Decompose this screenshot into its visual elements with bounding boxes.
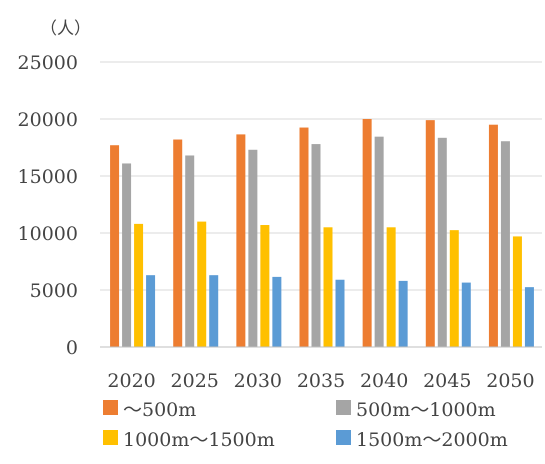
bar-2030-series-1 (248, 149, 258, 347)
bar-2030-series-0 (236, 134, 246, 347)
bar-2030-series-2 (260, 225, 270, 347)
y-tick-label: 25000 (18, 52, 78, 74)
bar-2040-series-0 (362, 119, 372, 347)
x-tick-label: 2040 (360, 370, 408, 392)
bar-2050-series-3 (524, 287, 534, 347)
bar-2025-series-2 (197, 221, 207, 347)
bar-2035-series-3 (335, 279, 345, 347)
bar-2020-series-2 (134, 223, 144, 347)
y-tick-label: 15000 (18, 166, 78, 188)
x-tick-label: 2020 (107, 370, 155, 392)
bar-2045-series-1 (437, 137, 447, 347)
bar-2040-series-3 (398, 280, 408, 347)
x-tick-label: 2030 (234, 370, 282, 392)
bar-2045-series-0 (425, 120, 435, 347)
legend-label-2: 1000m～1500m (123, 429, 275, 451)
bars (110, 119, 534, 347)
bar-2050-series-2 (512, 236, 522, 347)
y-tick-label: 20000 (18, 109, 78, 131)
x-tick-label: 2025 (171, 370, 219, 392)
y-tick-label: 5000 (30, 280, 78, 302)
bar-2035-series-1 (311, 144, 321, 347)
bar-2045-series-3 (461, 282, 471, 347)
x-tick-label: 2035 (297, 370, 345, 392)
bar-2040-series-1 (374, 136, 384, 347)
y-unit-label: （人） (40, 19, 91, 39)
bar-2030-series-3 (272, 276, 282, 347)
bar-2020-series-0 (110, 145, 120, 347)
bar-2035-series-0 (299, 127, 309, 347)
bar-2025-series-1 (185, 155, 195, 347)
legend-label-1: 500m～1000m (356, 399, 496, 421)
bar-2035-series-2 (323, 227, 333, 347)
legend-swatch-1 (336, 400, 351, 415)
bar-2020-series-3 (146, 275, 156, 347)
bar-2050-series-1 (500, 141, 510, 347)
bar-2050-series-0 (488, 124, 498, 347)
legend: ～500m 500m～1000m 1000m～1500m 1500m～2000m (103, 399, 508, 451)
bar-2040-series-2 (386, 227, 396, 347)
gridlines (100, 61, 542, 348)
y-tick-label: 10000 (18, 223, 78, 245)
bar-2025-series-3 (209, 275, 219, 347)
bar-2045-series-2 (449, 230, 459, 347)
legend-label-3: 1500m～2000m (356, 429, 508, 451)
x-tick-label: 2045 (423, 370, 471, 392)
legend-label-0: ～500m (123, 399, 196, 421)
legend-swatch-0 (103, 400, 118, 415)
legend-swatch-2 (103, 430, 118, 445)
axes: 0 5000 10000 15000 20000 25000 2020 2025 2030 203… (18, 52, 542, 392)
bar-2025-series-0 (173, 139, 183, 347)
bar-2020-series-1 (122, 163, 132, 347)
legend-swatch-3 (336, 430, 351, 445)
x-tick-label: 2050 (486, 370, 534, 392)
y-tick-label: 0 (66, 337, 78, 359)
